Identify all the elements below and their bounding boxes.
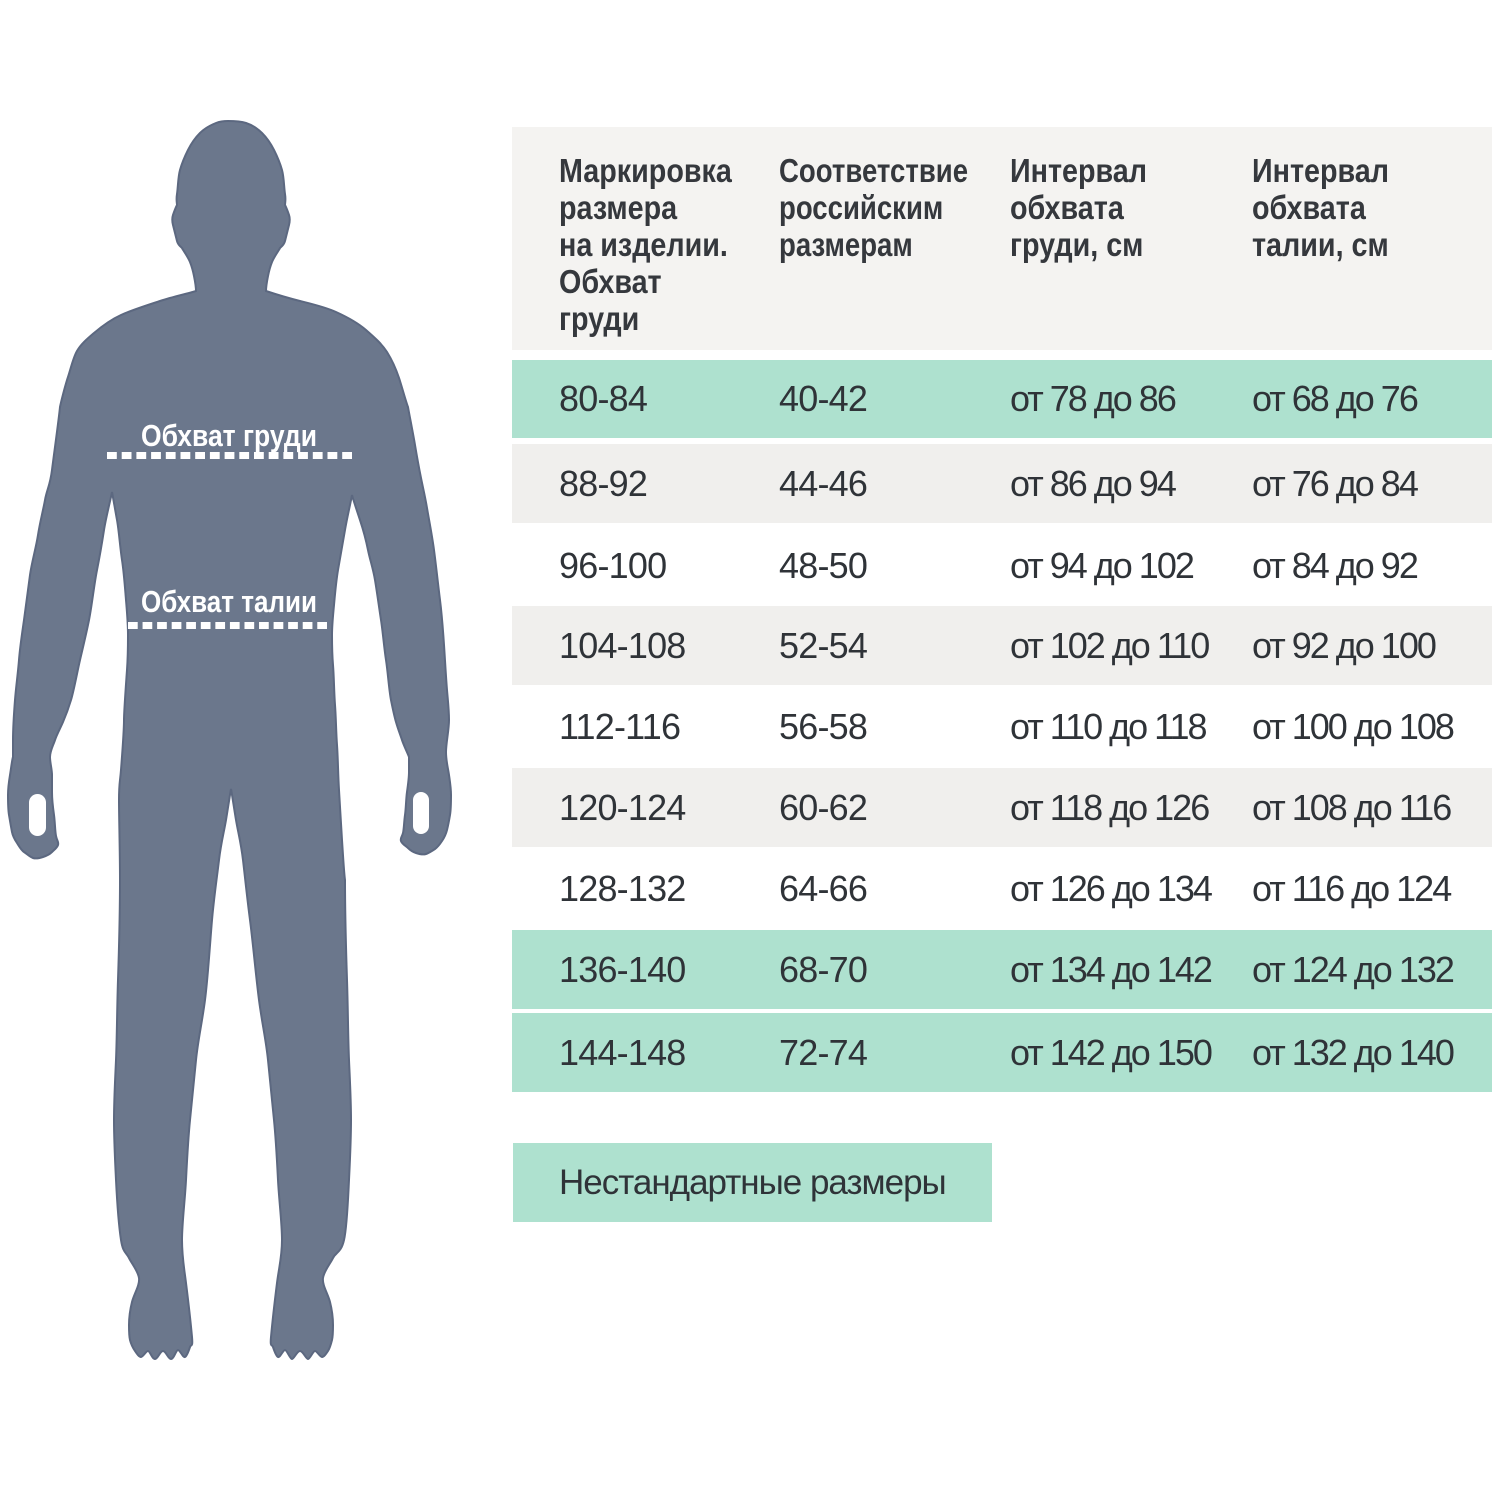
svg-text:Обхват талии: Обхват талии: [141, 584, 317, 619]
svg-text:Обхват груди: Обхват груди: [141, 418, 317, 453]
